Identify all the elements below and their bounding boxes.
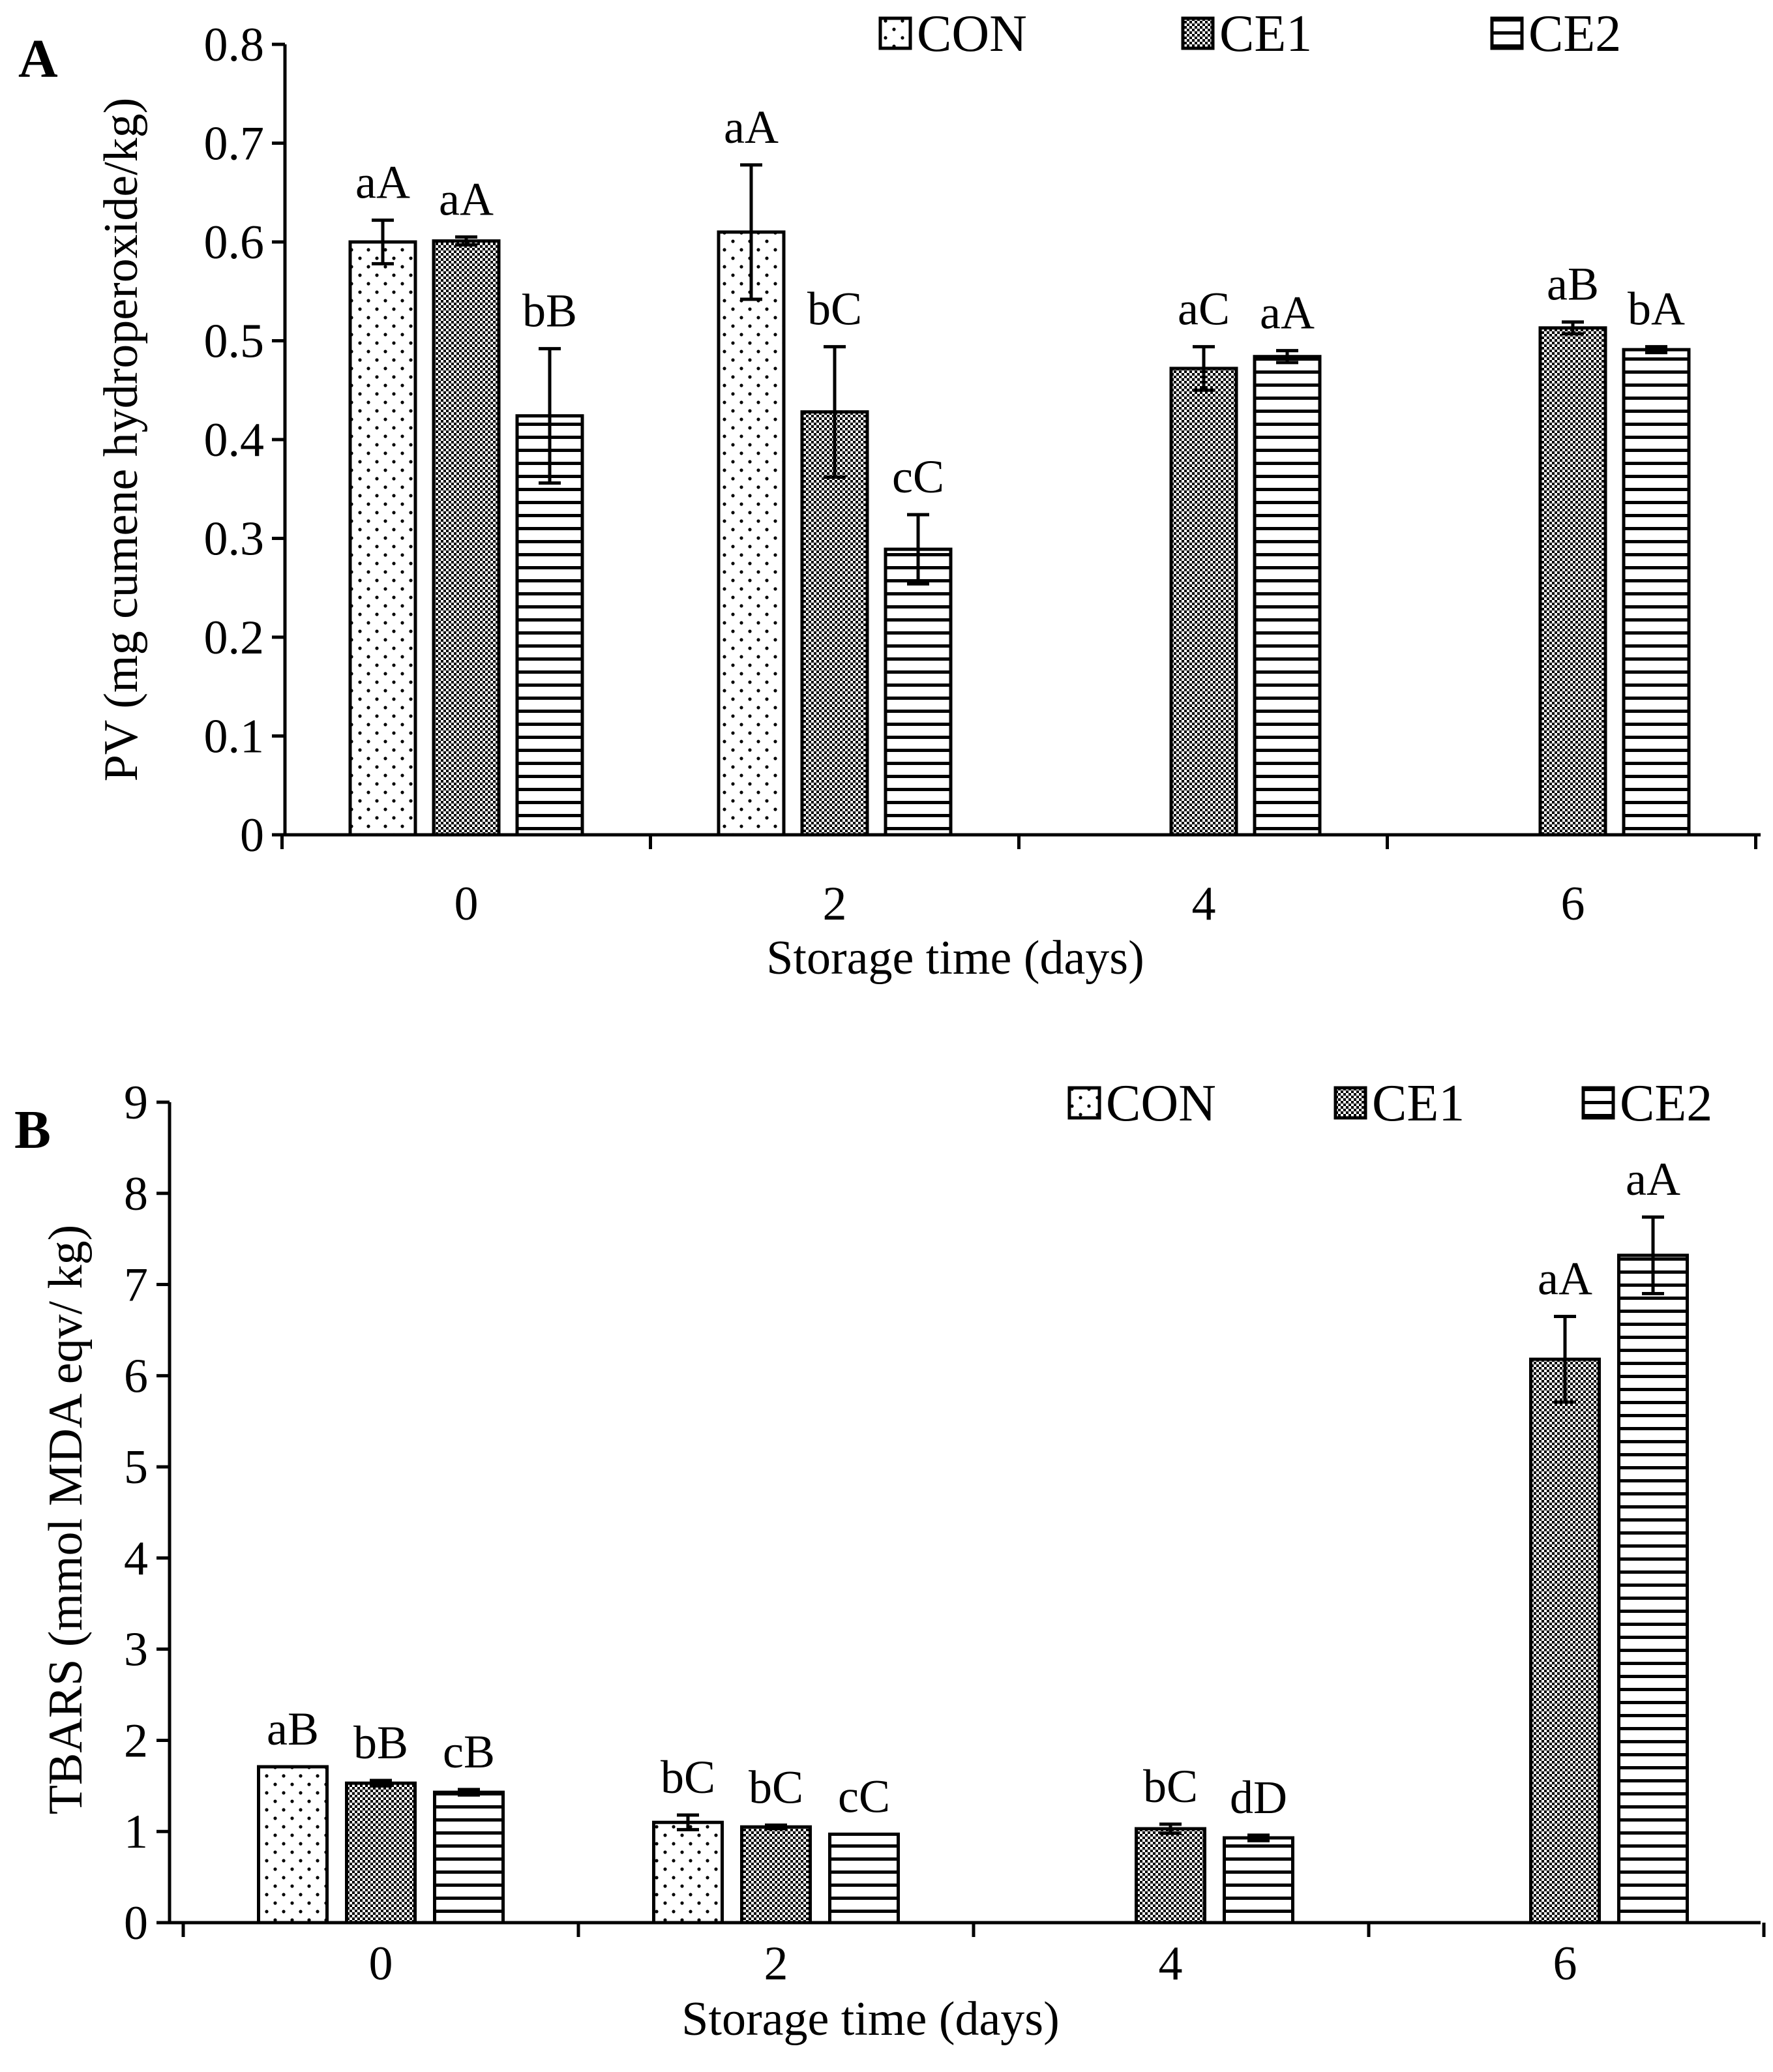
significance-label: aA — [439, 173, 494, 225]
legend-swatch-ce1 — [1181, 16, 1215, 50]
bar-con — [257, 1765, 329, 1925]
significance-label: bC — [749, 1761, 803, 1813]
bar-ce2 — [884, 547, 953, 837]
significance-label: aC — [1178, 283, 1230, 335]
x-tick-label: 4 — [1192, 877, 1216, 931]
significance-label: aA — [1538, 1252, 1592, 1304]
y-tick-label: 0 — [240, 809, 264, 862]
y-tick-label: 0.4 — [204, 413, 265, 467]
bar-con — [717, 230, 786, 837]
bar-ce1 — [1529, 1357, 1601, 1925]
y-tick-label: 0.5 — [204, 315, 265, 368]
legend-swatch-ce1 — [1333, 1086, 1367, 1120]
significance-label: cB — [443, 1726, 495, 1778]
bar-ce2 — [1622, 348, 1691, 837]
y-tick-label: 0.7 — [204, 117, 265, 171]
chart-panel-a: A 0 0.1 0.2 0.3 0.4 0.5 0.6 0.7 0.8 0 2 4 6 Storage ti… — [18, 5, 1761, 985]
significance-label: bC — [661, 1751, 715, 1803]
panel-label: B — [14, 1100, 51, 1160]
y-tick-label: 7 — [124, 1259, 148, 1312]
bar-ce2 — [1253, 355, 1322, 837]
y-tick-label: 1 — [124, 1805, 148, 1859]
significance-label: dD — [1230, 1771, 1287, 1824]
bar-ce2 — [1617, 1254, 1689, 1925]
y-tick-label: 8 — [124, 1167, 148, 1221]
bar-ce1 — [740, 1825, 812, 1925]
significance-label: aA — [724, 101, 779, 153]
legend-label-ce2: CE2 — [1528, 5, 1621, 63]
legend-swatch-ce2 — [1581, 1086, 1615, 1120]
significance-label: cC — [838, 1770, 890, 1822]
y-axis-title: TBARS (mmol MDA eqv/ kg) — [39, 1225, 93, 1814]
y-tick-label: 9 — [124, 1076, 148, 1130]
y-tick-label: 3 — [124, 1623, 148, 1677]
significance-label: bB — [353, 1717, 408, 1769]
y-tick-label: 0 — [124, 1897, 148, 1950]
bar-ce2 — [515, 414, 584, 837]
y-tick-label: 0.2 — [204, 611, 265, 665]
y-tick-label: 4 — [124, 1532, 148, 1585]
bar-ce2 — [1223, 1836, 1294, 1925]
x-tick-label: 0 — [369, 1937, 393, 1990]
bar-con — [348, 240, 417, 837]
x-tick-label: 2 — [764, 1937, 788, 1990]
legend-swatch-con — [878, 16, 912, 50]
chart-panel-b: B 0 1 2 3 4 5 6 7 8 9 0 2 4 6 Storage time (days) TBARS … — [14, 1075, 1766, 2046]
significance-label: cC — [892, 451, 944, 503]
bar-ce1 — [1135, 1827, 1206, 1925]
legend-label-ce1: CE1 — [1219, 5, 1312, 63]
bar-con — [652, 1820, 724, 1925]
panel-label: A — [18, 29, 58, 89]
x-tick-label: 2 — [823, 877, 847, 931]
significance-label: aB — [1547, 258, 1599, 310]
y-tick-label: 0.6 — [204, 216, 265, 269]
y-tick-label: 6 — [124, 1349, 148, 1403]
significance-label: aA — [1626, 1153, 1680, 1205]
significance-label: bA — [1628, 283, 1685, 335]
legend-label-ce2: CE2 — [1620, 1075, 1712, 1132]
significance-label: aB — [267, 1703, 319, 1755]
bar-ce1 — [432, 239, 501, 837]
y-tick-label: 2 — [124, 1714, 148, 1767]
significance-label: aA — [1260, 287, 1315, 339]
x-tick-label: 4 — [1159, 1937, 1183, 1990]
x-tick-label: 6 — [1553, 1937, 1577, 1990]
y-tick-label: 0.8 — [204, 18, 265, 72]
bar-ce1 — [1538, 326, 1607, 837]
x-axis-title: Storage time (days) — [681, 1992, 1060, 2046]
bar-ce2 — [433, 1790, 505, 1925]
y-axis-title: PV (mg cumene hydroperoxide/kg) — [95, 98, 148, 782]
bar-ce2 — [828, 1832, 900, 1925]
x-tick-label: 6 — [1561, 877, 1585, 931]
legend-swatch-ce2 — [1490, 16, 1524, 50]
bar-ce1 — [1169, 367, 1238, 837]
significance-label: aA — [355, 157, 410, 209]
y-tick-label: 0.1 — [204, 710, 265, 764]
legend-swatch-con — [1067, 1086, 1101, 1120]
x-tick-label: 0 — [454, 877, 479, 931]
legend-label-con: CON — [1106, 1075, 1216, 1132]
significance-label: bC — [807, 283, 862, 335]
y-tick-label: 5 — [124, 1441, 148, 1494]
x-axis-title: Storage time (days) — [766, 931, 1144, 985]
legend-label-con: CON — [917, 5, 1027, 63]
bar-ce1 — [345, 1781, 417, 1925]
significance-label: bB — [522, 285, 577, 337]
significance-label: bC — [1143, 1760, 1198, 1812]
legend-label-ce1: CE1 — [1372, 1075, 1465, 1132]
y-tick-label: 0.3 — [204, 513, 265, 566]
